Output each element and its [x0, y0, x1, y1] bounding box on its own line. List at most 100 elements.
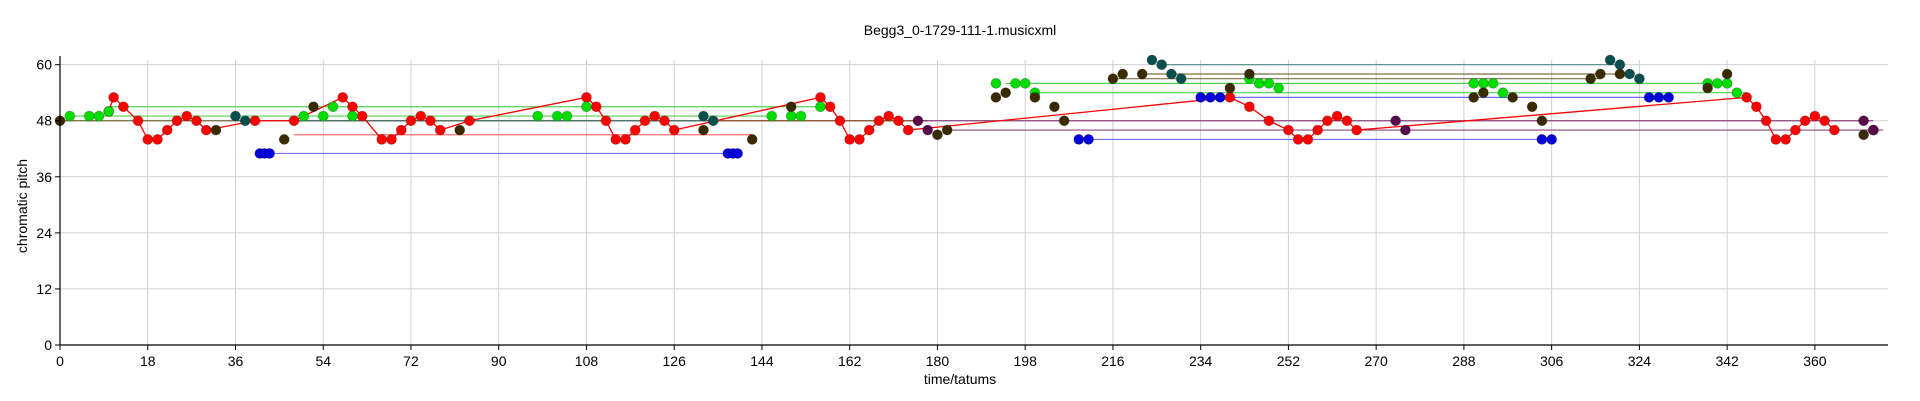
note-point — [1019, 77, 1031, 89]
note-point — [1750, 101, 1762, 113]
note-point — [1468, 77, 1480, 89]
x-tick-label: 54 — [315, 353, 331, 369]
x-tick-label: 180 — [926, 353, 950, 369]
note-point — [1166, 68, 1177, 80]
note-point — [1760, 115, 1772, 127]
note-point — [659, 115, 670, 127]
note-point — [1858, 129, 1870, 141]
note-point — [1390, 115, 1402, 127]
note-point — [1536, 134, 1548, 145]
note-point — [1136, 68, 1148, 80]
note-point — [1663, 91, 1675, 103]
note-point — [1478, 77, 1489, 89]
note-point — [941, 124, 953, 136]
y-tick-label: 48 — [36, 113, 52, 129]
note-point — [425, 115, 436, 127]
note-point — [230, 110, 241, 122]
x-tick-label: 90 — [491, 353, 507, 369]
note-point — [1702, 82, 1714, 94]
note-point — [1244, 68, 1255, 80]
note-point — [171, 115, 183, 127]
note-point — [454, 124, 466, 136]
note-point — [883, 110, 895, 122]
note-point — [551, 110, 563, 122]
note-point — [103, 105, 115, 117]
note-point — [1585, 73, 1597, 85]
note-point — [629, 124, 641, 136]
note-point — [581, 91, 592, 103]
x-tick-label: 360 — [1803, 353, 1827, 369]
note-point — [1263, 115, 1275, 127]
note-point — [278, 134, 290, 145]
x-tick-label: 126 — [663, 353, 687, 369]
note-point — [347, 110, 358, 122]
note-point — [1205, 91, 1216, 103]
note-point — [1633, 73, 1645, 85]
x-tick-label: 144 — [750, 353, 774, 369]
note-point — [1468, 91, 1480, 103]
note-point — [1073, 134, 1085, 145]
note-point — [815, 101, 826, 113]
note-point — [1478, 87, 1489, 99]
note-point — [317, 110, 329, 122]
note-point — [1614, 68, 1626, 80]
note-point — [1175, 73, 1187, 85]
x-tick-label: 342 — [1715, 353, 1739, 369]
note-point — [698, 110, 709, 122]
note-point — [922, 124, 934, 136]
note-point — [200, 124, 212, 136]
x-tick-label: 108 — [575, 353, 599, 369]
note-point — [1331, 110, 1343, 122]
note-point — [620, 134, 631, 145]
note-point — [1351, 124, 1363, 136]
y-tick-label: 12 — [36, 281, 52, 297]
note-point — [1731, 87, 1743, 99]
note-point — [1214, 91, 1226, 103]
note-point — [581, 101, 592, 113]
note-point — [912, 115, 924, 127]
note-point — [117, 101, 129, 113]
note-point — [746, 134, 758, 145]
note-point — [1507, 91, 1519, 103]
note-point — [990, 91, 1002, 103]
note-point — [785, 110, 797, 122]
note-point — [863, 124, 875, 136]
sustain-lines — [60, 64, 1884, 155]
note-point — [239, 115, 251, 127]
note-point — [1283, 124, 1294, 136]
note-point — [1292, 134, 1304, 145]
note-point — [766, 110, 778, 122]
note-point — [327, 101, 339, 113]
note-point — [395, 124, 407, 136]
note-point — [707, 115, 719, 127]
note-point — [434, 124, 446, 136]
note-point — [844, 134, 856, 145]
note-point — [386, 134, 397, 145]
note-point — [561, 110, 573, 122]
note-point — [93, 110, 105, 122]
note-point — [854, 134, 865, 145]
note-point — [1322, 115, 1333, 127]
note-point — [600, 115, 612, 127]
note-point — [834, 115, 846, 127]
note-point — [308, 101, 319, 113]
note-point — [337, 91, 349, 103]
note-point — [902, 124, 914, 136]
note-point — [210, 124, 222, 136]
note-point — [1721, 68, 1733, 80]
note-point — [1107, 73, 1119, 85]
note-point — [1195, 91, 1207, 103]
note-point — [873, 115, 885, 127]
note-point — [1302, 134, 1314, 145]
x-tick-label: 234 — [1189, 353, 1213, 369]
melody-connectors — [108, 96, 1835, 141]
note-point — [815, 91, 826, 103]
note-point — [1526, 101, 1538, 113]
note-point — [1224, 91, 1236, 103]
note-point — [464, 115, 475, 127]
note-point — [732, 148, 743, 159]
note-point — [298, 110, 310, 122]
note-point — [191, 115, 202, 127]
x-tick-label: 252 — [1277, 353, 1301, 369]
x-tick-label: 288 — [1452, 353, 1476, 369]
